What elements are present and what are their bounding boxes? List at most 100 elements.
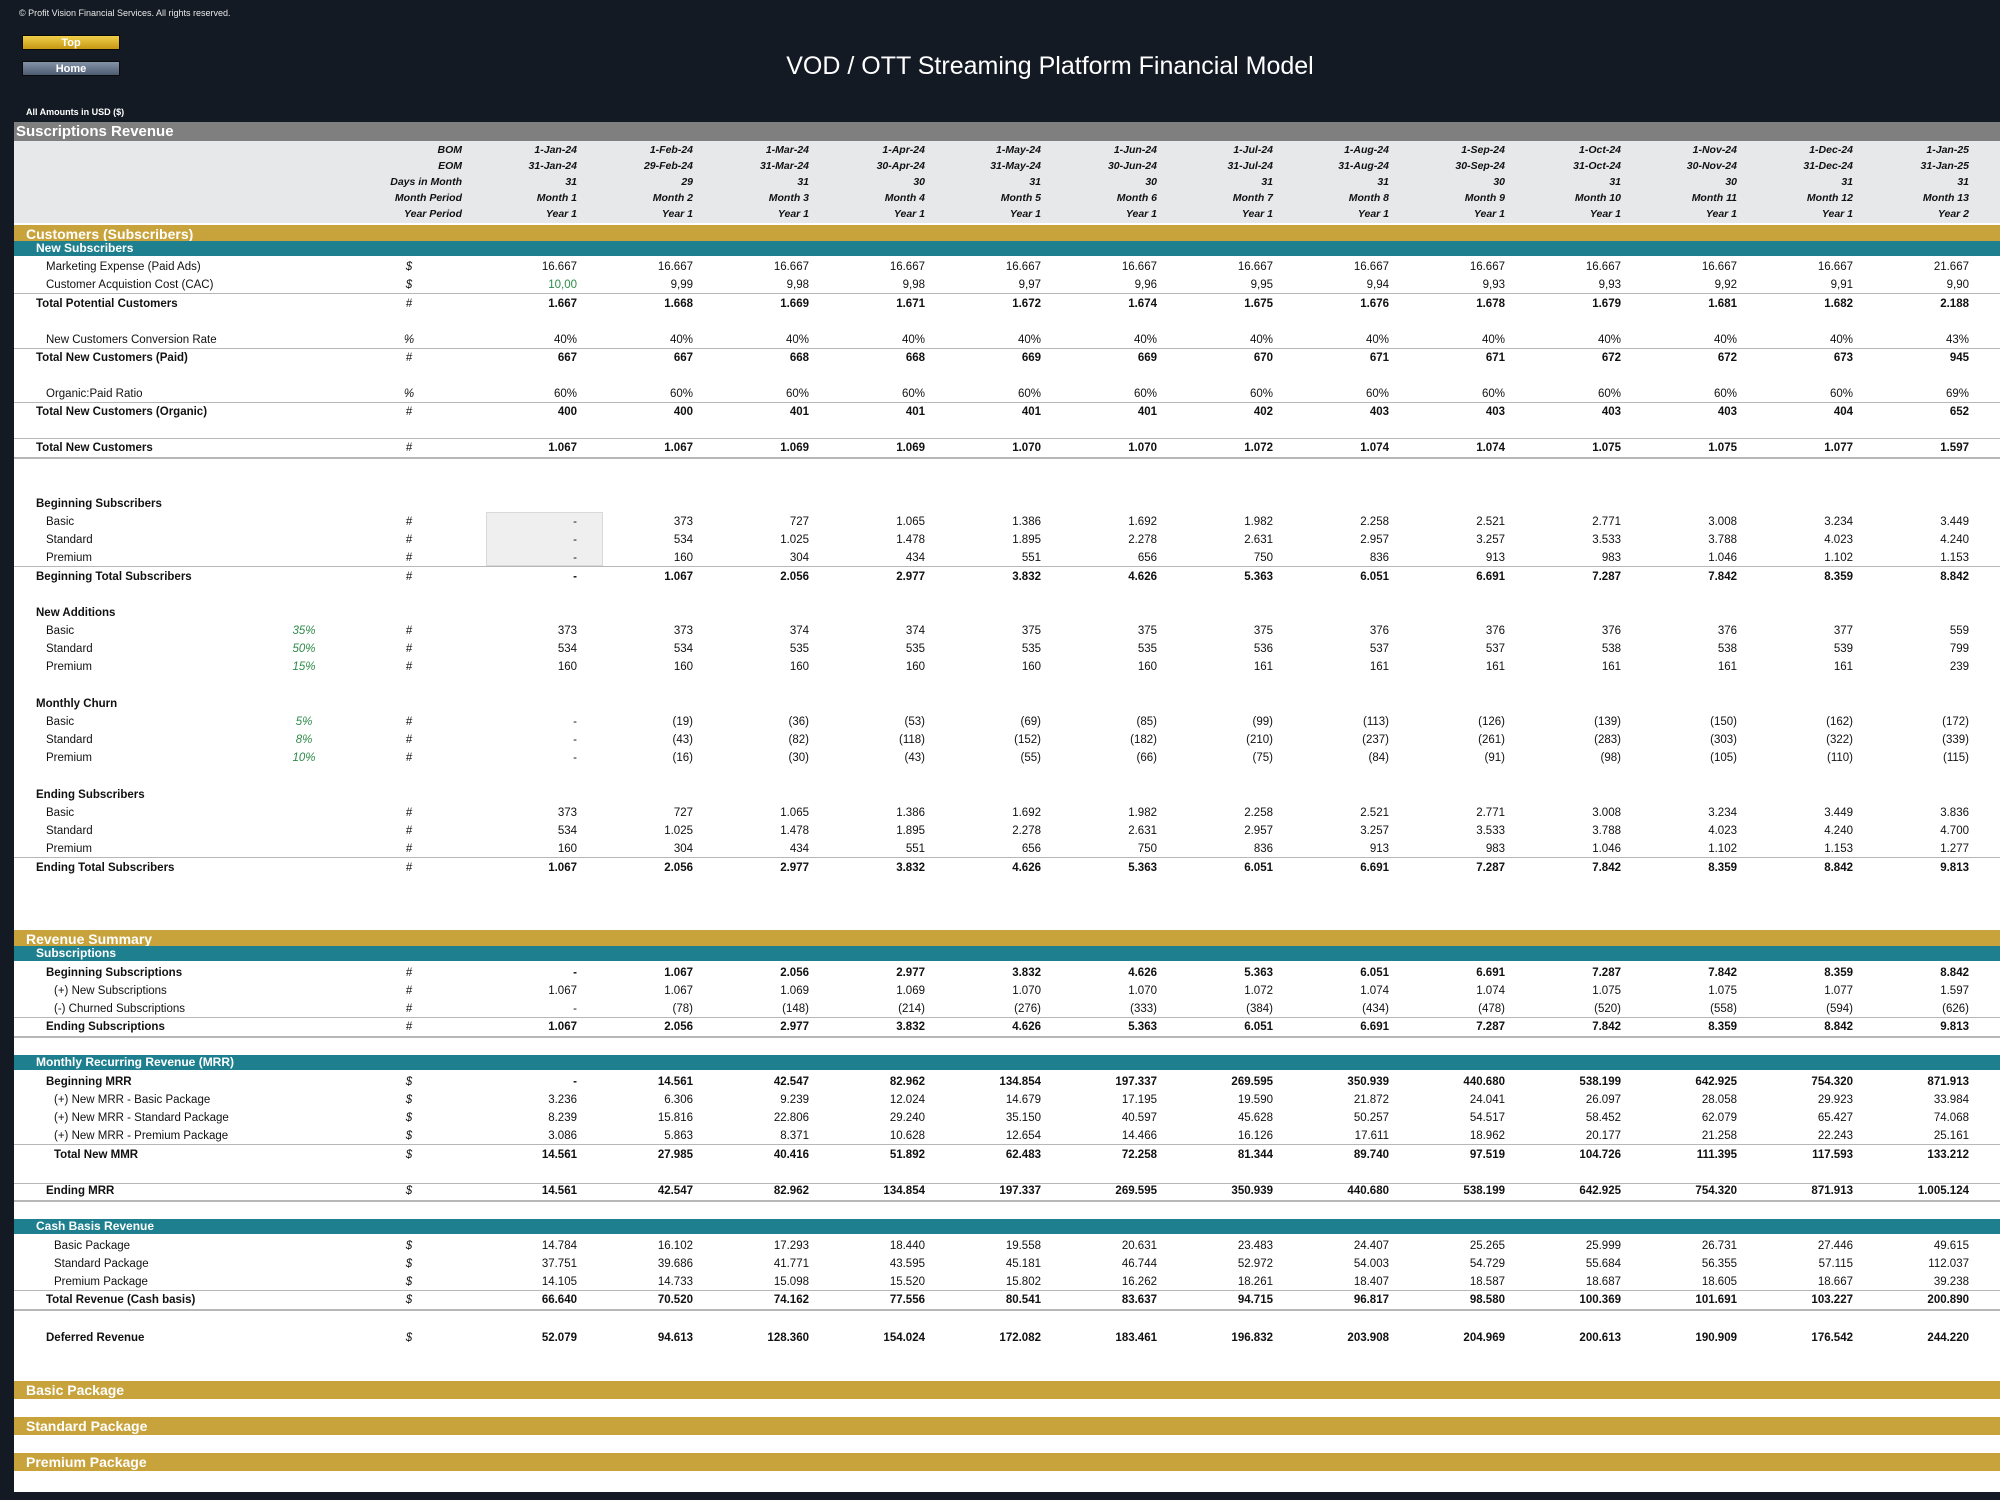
- value-cell[interactable]: (148): [782, 1003, 809, 1015]
- value-cell[interactable]: 668: [905, 352, 925, 364]
- value-cell[interactable]: 535: [1137, 643, 1157, 655]
- value-cell[interactable]: (113): [1363, 716, 1389, 728]
- value-cell[interactable]: (126): [1478, 716, 1505, 728]
- value-cell[interactable]: 8.842: [1824, 862, 1853, 874]
- value-cell[interactable]: 65.427: [1817, 1112, 1853, 1124]
- value-cell[interactable]: 104.726: [1579, 1149, 1621, 1161]
- value-cell[interactable]: 3.832: [1012, 571, 1041, 583]
- value-cell[interactable]: 54.729: [1469, 1258, 1505, 1270]
- value-cell[interactable]: (172): [1942, 716, 1969, 728]
- value-cell[interactable]: (182): [1130, 734, 1157, 746]
- value-cell[interactable]: 26.097: [1585, 1094, 1621, 1106]
- value-cell[interactable]: 754.320: [1695, 1185, 1737, 1197]
- value-cell[interactable]: 1.678: [1476, 298, 1505, 310]
- value-cell[interactable]: 23.483: [1237, 1240, 1273, 1252]
- value-cell[interactable]: 373: [673, 625, 693, 637]
- value-cell[interactable]: 376: [1369, 625, 1389, 637]
- value-cell[interactable]: 14.561: [541, 1185, 577, 1197]
- value-cell[interactable]: 20.177: [1585, 1130, 1621, 1142]
- value-cell[interactable]: 40%: [1597, 334, 1621, 346]
- value-cell[interactable]: 871.913: [1927, 1076, 1969, 1088]
- value-cell[interactable]: 82.962: [773, 1185, 809, 1197]
- value-cell[interactable]: 16.667: [773, 261, 809, 273]
- value-cell[interactable]: 66.640: [541, 1294, 577, 1306]
- value-cell[interactable]: 1.692: [1012, 807, 1041, 819]
- value-cell[interactable]: 2.056: [780, 571, 809, 583]
- value-cell[interactable]: 16.667: [541, 261, 577, 273]
- value-cell[interactable]: 1.671: [896, 298, 925, 310]
- value-cell[interactable]: 239: [1949, 661, 1969, 673]
- value-cell[interactable]: -: [573, 734, 577, 746]
- value-cell[interactable]: 9.813: [1940, 862, 1969, 874]
- value-cell[interactable]: (19): [672, 716, 693, 728]
- value-cell[interactable]: 3.832: [896, 1021, 925, 1033]
- value-cell[interactable]: 9,99: [670, 279, 693, 291]
- assumption-pct[interactable]: 10%: [292, 752, 316, 764]
- value-cell[interactable]: 15.098: [773, 1276, 809, 1288]
- value-cell[interactable]: (478): [1478, 1003, 1505, 1015]
- value-cell[interactable]: 9.813: [1940, 1021, 1969, 1033]
- value-cell[interactable]: 103.227: [1811, 1294, 1853, 1306]
- value-cell[interactable]: 40%: [1829, 334, 1853, 346]
- value-cell[interactable]: 667: [673, 352, 693, 364]
- value-cell[interactable]: 60%: [1597, 388, 1621, 400]
- value-cell[interactable]: 18.962: [1469, 1130, 1505, 1142]
- value-cell[interactable]: 133.212: [1927, 1149, 1969, 1161]
- value-cell[interactable]: (276): [1014, 1003, 1041, 1015]
- value-cell[interactable]: 536: [1253, 643, 1273, 655]
- value-cell[interactable]: 551: [905, 843, 925, 855]
- value-cell[interactable]: 403: [1717, 406, 1737, 418]
- value-cell[interactable]: 49.615: [1933, 1240, 1969, 1252]
- value-cell[interactable]: 1.005.124: [1917, 1185, 1969, 1197]
- value-cell[interactable]: 401: [1137, 406, 1157, 418]
- value-cell[interactable]: 15.520: [889, 1276, 925, 1288]
- value-cell[interactable]: 9,97: [1018, 279, 1041, 291]
- value-cell[interactable]: 4.700: [1940, 825, 1969, 837]
- value-cell[interactable]: 1.597: [1940, 442, 1969, 454]
- value-cell[interactable]: 534: [673, 534, 693, 546]
- value-cell[interactable]: 1.074: [1476, 442, 1505, 454]
- value-cell[interactable]: 534: [557, 825, 577, 837]
- value-cell[interactable]: 111.395: [1696, 1149, 1737, 1161]
- value-cell[interactable]: 16.667: [1237, 261, 1273, 273]
- value-cell[interactable]: 1.046: [1708, 552, 1737, 564]
- value-cell[interactable]: 60%: [1017, 388, 1041, 400]
- value-cell[interactable]: 8.359: [1824, 571, 1853, 583]
- value-cell[interactable]: 60%: [901, 388, 925, 400]
- value-cell[interactable]: 1.075: [1592, 442, 1621, 454]
- value-cell[interactable]: -: [573, 552, 577, 564]
- value-cell[interactable]: 197.337: [1115, 1076, 1157, 1088]
- value-cell[interactable]: 14.466: [1121, 1130, 1157, 1142]
- value-cell[interactable]: 6.306: [664, 1094, 693, 1106]
- value-cell[interactable]: 1.982: [1128, 807, 1157, 819]
- value-cell[interactable]: 2.188: [1940, 298, 1969, 310]
- value-cell[interactable]: 18.440: [889, 1240, 925, 1252]
- value-cell[interactable]: 539: [1833, 643, 1853, 655]
- home-button[interactable]: Home: [22, 61, 120, 76]
- value-cell[interactable]: 12.654: [1005, 1130, 1041, 1142]
- value-cell[interactable]: 2.258: [1244, 807, 1273, 819]
- value-cell[interactable]: 754.320: [1811, 1076, 1853, 1088]
- value-cell[interactable]: 2.631: [1244, 534, 1273, 546]
- value-cell[interactable]: 190.909: [1695, 1332, 1737, 1344]
- value-cell[interactable]: 2.957: [1360, 534, 1389, 546]
- value-cell[interactable]: 18.587: [1469, 1276, 1505, 1288]
- value-cell[interactable]: 1.386: [896, 807, 925, 819]
- value-cell[interactable]: 2.631: [1128, 825, 1157, 837]
- value-cell[interactable]: 55.684: [1585, 1258, 1621, 1270]
- value-cell[interactable]: (53): [904, 716, 925, 728]
- value-cell[interactable]: 21.667: [1933, 261, 1969, 273]
- value-cell[interactable]: 400: [557, 406, 577, 418]
- value-cell[interactable]: (283): [1594, 734, 1621, 746]
- value-cell[interactable]: 7.842: [1592, 862, 1621, 874]
- value-cell[interactable]: 1.069: [896, 985, 925, 997]
- value-cell[interactable]: 8.239: [548, 1112, 577, 1124]
- assumption-pct[interactable]: 35%: [292, 625, 316, 637]
- value-cell[interactable]: 1.075: [1708, 442, 1737, 454]
- value-cell[interactable]: 77.556: [889, 1294, 925, 1306]
- value-cell[interactable]: 1.692: [1128, 516, 1157, 528]
- value-cell[interactable]: 40%: [1017, 334, 1041, 346]
- value-cell[interactable]: (69): [1020, 716, 1041, 728]
- value-cell[interactable]: 350.939: [1347, 1076, 1389, 1088]
- value-cell[interactable]: 4.023: [1708, 825, 1737, 837]
